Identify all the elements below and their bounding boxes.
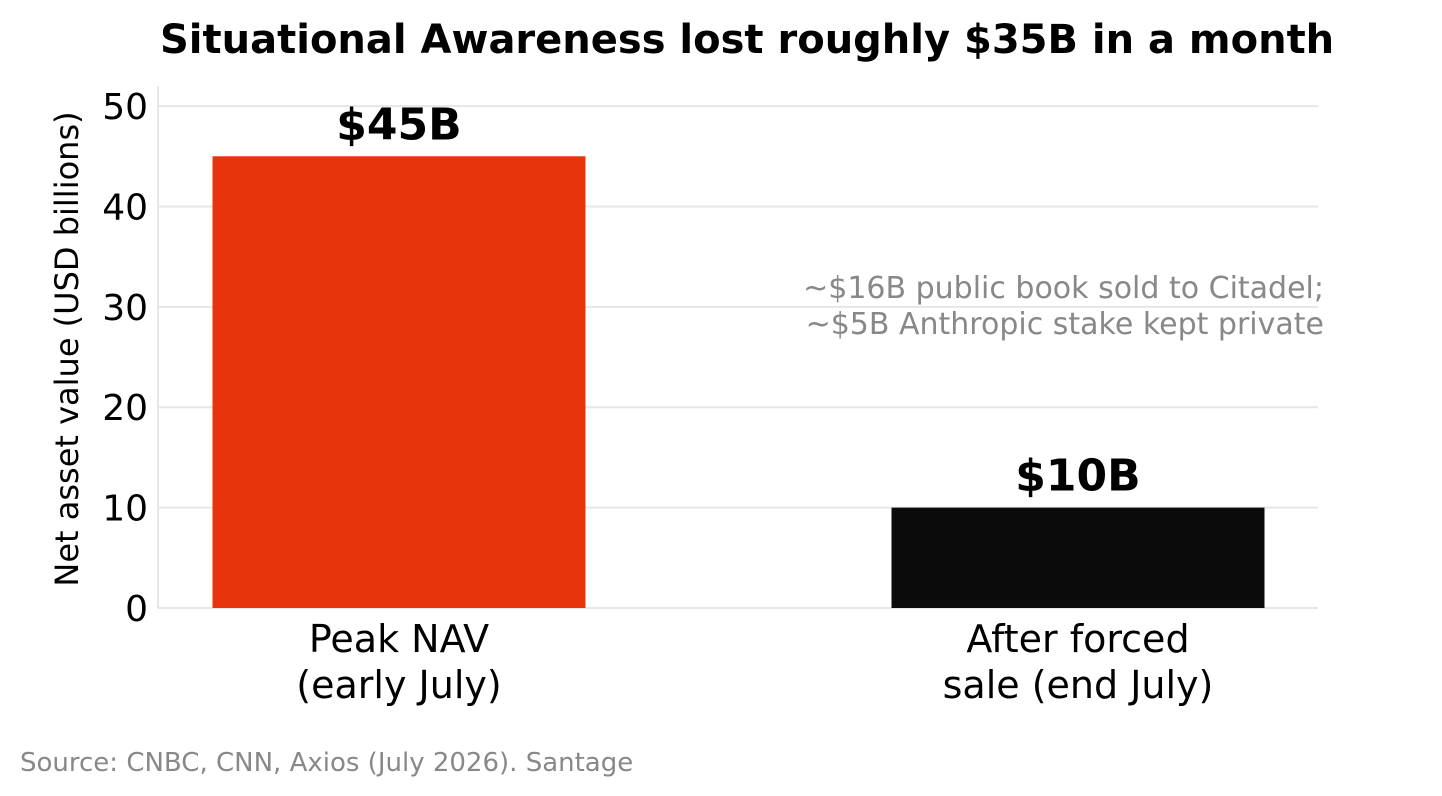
annotation-note: ~$16B public book sold to Citadel; ~$5B A… [803,271,1324,342]
y-tick-label: 0 [125,589,148,630]
x-tick-label-line: Peak NAV [309,617,489,661]
x-tick-label-line: (early July) [296,663,501,707]
y-tick-label: 10 [102,489,148,530]
bar [891,507,1265,608]
y-tick-label: 30 [102,288,148,329]
bar-value-label: $10B [1015,451,1140,502]
source-note: Source: CNBC, CNN, Axios (July 2026). Sa… [20,748,633,778]
bar [212,156,586,608]
annotation-line: ~$5B Anthropic stake kept private [806,307,1324,342]
y-axis-label: Net asset value (USD billions) [48,111,86,586]
bar-value-label: $45B [336,99,461,150]
x-tick-label-line: sale (end July) [943,663,1214,707]
y-tick-label: 40 [102,187,148,228]
y-tick-label: 50 [102,87,148,128]
annotation-line: ~$16B public book sold to Citadel; [803,271,1324,306]
y-tick-label: 20 [102,388,148,429]
x-tick-labels: Peak NAV (early July) After forced sale (en… [296,617,1213,707]
bars [212,156,1265,608]
chart-title: Situational Awareness lost roughly $35B … [160,17,1334,63]
x-tick-label: After forced sale (end July) [943,617,1214,707]
data-labels: $45B $10B [336,99,1140,501]
x-tick-label-line: After forced [966,617,1189,661]
y-tick-labels: 0 10 20 30 40 50 [102,87,148,630]
x-tick-label: Peak NAV (early July) [296,617,501,707]
